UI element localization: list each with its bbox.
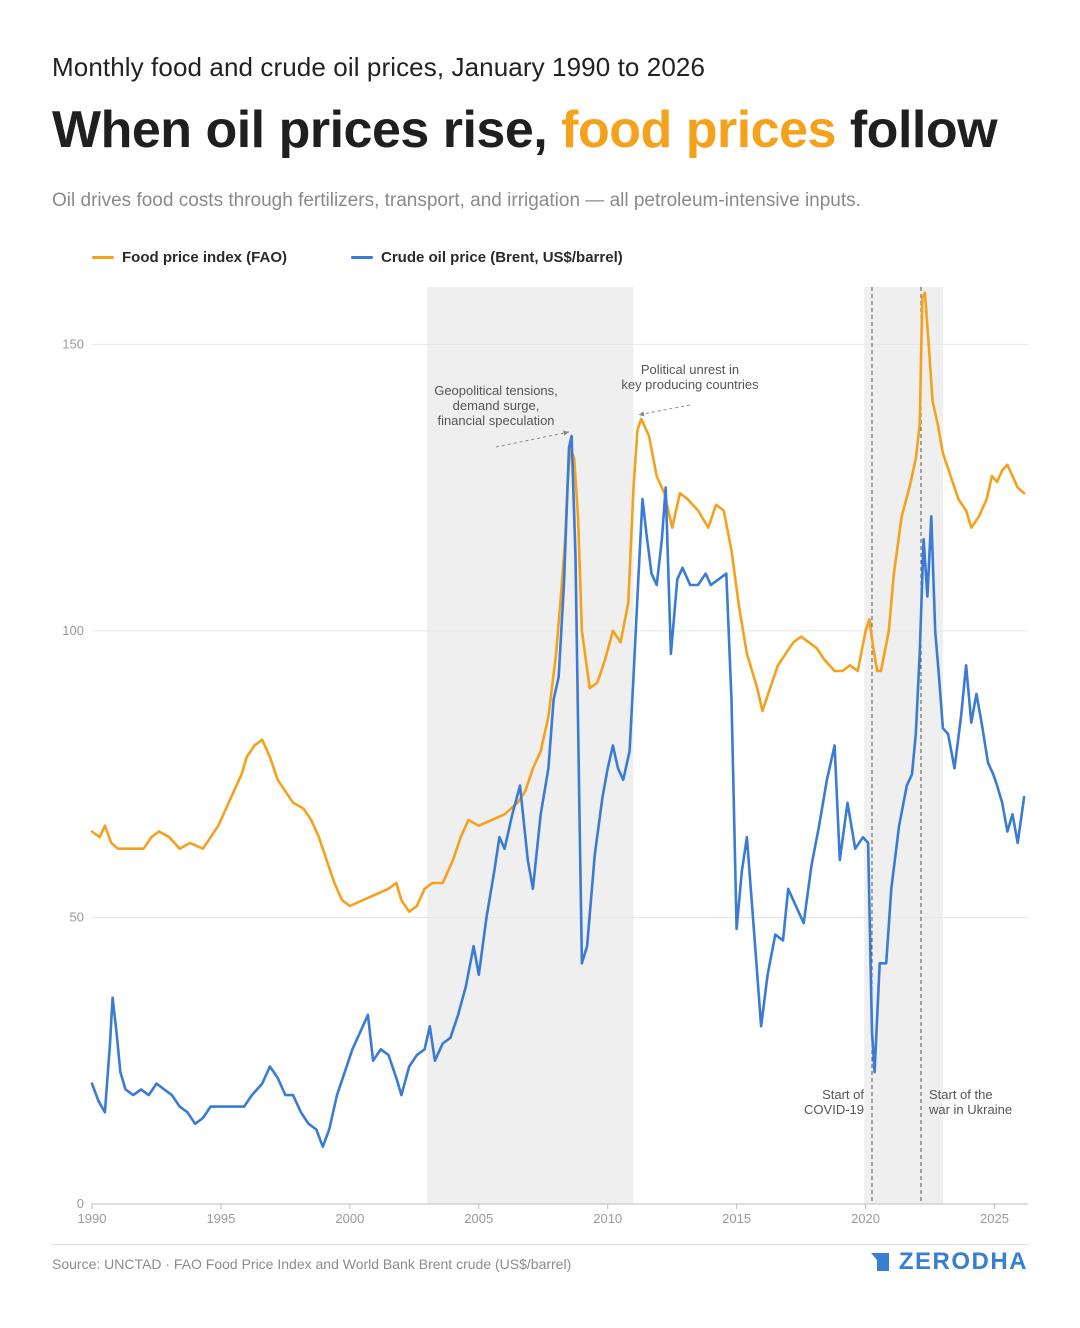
legend-swatch-food [92, 256, 114, 259]
chart-title: When oil prices rise, food prices follow [52, 100, 998, 160]
annotation-1-line-2: demand surge, [453, 398, 540, 413]
x-tick-label-2000: 2000 [335, 1211, 364, 1226]
shaded-period-2 [864, 287, 943, 1204]
zerodha-logo: ZERODHA [869, 1248, 1028, 1276]
annotation-1-line-1: Geopolitical tensions, [434, 383, 558, 398]
title-accent: food prices [561, 101, 836, 159]
title-part-2: follow [835, 101, 998, 159]
x-tick-label-2020: 2020 [851, 1211, 880, 1226]
annotation-2-arrowhead [638, 411, 645, 417]
y-tick-label-0: 0 [77, 1196, 84, 1211]
chart-subtitle: Oil drives food costs through fertilizer… [52, 190, 861, 211]
x-tick-label-2010: 2010 [593, 1211, 622, 1226]
series-line-oil [90, 434, 1026, 1148]
legend-item-food: Food price index (FAO) [92, 249, 287, 266]
event-label-1-line-1: Start of [822, 1087, 864, 1102]
zerodha-logo-icon [870, 1253, 889, 1271]
annotation-1-arrowhead [563, 430, 570, 436]
event-label-1-line-2: COVID-19 [804, 1102, 864, 1117]
x-tick-label-2005: 2005 [464, 1211, 493, 1226]
x-tick-label-1990: 1990 [78, 1211, 107, 1226]
event-label-2-line-2: war in Ukraine [928, 1102, 1012, 1117]
legend-label-food: Food price index (FAO) [122, 249, 288, 266]
title-part-1: When oil prices rise, [52, 101, 562, 159]
chart-legend: Food price index (FAO) Crude oil price (… [92, 249, 623, 266]
footer-divider [52, 1244, 1028, 1245]
shaded-period-1 [427, 287, 634, 1204]
y-tick-label-100: 100 [62, 623, 84, 638]
legend-swatch-oil [351, 256, 374, 259]
line-chart: 0 50 100 150 1990 1995 2000 2005 2010 2015 2020 202… [62, 287, 1028, 1226]
y-tick-label-50: 50 [70, 909, 84, 924]
series-line-food [90, 291, 1026, 913]
legend-label-oil: Crude oil price (Brent, US$/barrel) [381, 249, 623, 266]
y-tick-label-150: 150 [62, 336, 84, 351]
x-tick-label-2025: 2025 [980, 1211, 1009, 1226]
event-label-2-line-1: Start of the [929, 1087, 993, 1102]
annotation-2-line-2: key producing countries [621, 377, 759, 392]
chart-kicker: Monthly food and crude oil prices, Janua… [52, 52, 706, 82]
x-tick-label-1995: 1995 [206, 1211, 235, 1226]
brand-name: ZERODHA [898, 1248, 1028, 1275]
legend-item-oil: Crude oil price (Brent, US$/barrel) [351, 249, 623, 266]
annotation-1-leader [495, 431, 570, 448]
source-note: Source: UNCTAD · FAO Food Price Index an… [52, 1256, 572, 1272]
annotation-2-line-1: Political unrest in [641, 362, 739, 377]
x-tick-label-2015: 2015 [722, 1211, 751, 1226]
annotation-2-leader [638, 404, 691, 416]
annotation-1-line-3: financial speculation [437, 413, 554, 428]
